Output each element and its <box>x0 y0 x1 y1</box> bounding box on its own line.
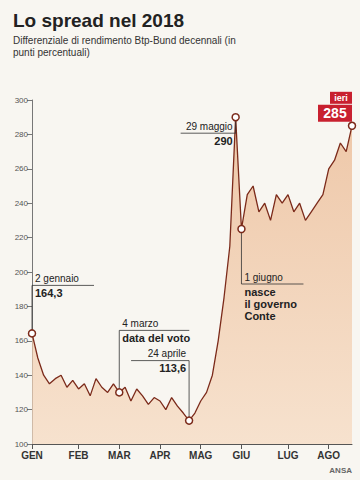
svg-text:4 marzo: 4 marzo <box>122 318 159 329</box>
svg-text:Differenziale di rendimento Bt: Differenziale di rendimento Btp-Bund dec… <box>13 35 239 46</box>
svg-text:2 gennaio: 2 gennaio <box>35 273 79 284</box>
svg-text:LUG: LUG <box>277 450 298 461</box>
svg-text:100: 100 <box>15 440 29 449</box>
svg-text:il governo: il governo <box>244 298 297 310</box>
svg-text:APR: APR <box>149 450 171 461</box>
svg-text:1 giugno: 1 giugno <box>244 272 283 283</box>
svg-text:113,6: 113,6 <box>159 362 186 374</box>
svg-text:160: 160 <box>15 336 29 345</box>
svg-text:300: 300 <box>15 96 29 105</box>
svg-text:MAR: MAR <box>108 450 132 461</box>
svg-text:ANSA: ANSA <box>329 466 352 475</box>
svg-text:Lo spread nel 2018: Lo spread nel 2018 <box>13 10 184 31</box>
svg-text:180: 180 <box>15 302 29 311</box>
svg-text:164,3: 164,3 <box>35 287 63 299</box>
svg-text:Conte: Conte <box>244 310 275 322</box>
svg-text:140: 140 <box>15 371 29 380</box>
svg-text:285: 285 <box>323 105 347 121</box>
svg-text:260: 260 <box>15 164 29 173</box>
svg-text:punti percentuali): punti percentuali) <box>13 47 90 58</box>
svg-text:GEN: GEN <box>21 450 43 461</box>
svg-text:GIU: GIU <box>233 450 251 461</box>
svg-text:24 aprile: 24 aprile <box>148 348 187 359</box>
svg-text:data del voto: data del voto <box>122 332 190 344</box>
svg-text:nasce: nasce <box>244 286 275 298</box>
svg-text:29 maggio: 29 maggio <box>186 121 233 132</box>
svg-text:240: 240 <box>15 199 29 208</box>
svg-text:220: 220 <box>15 233 29 242</box>
svg-text:MAG: MAG <box>189 450 213 461</box>
svg-text:AGO: AGO <box>317 450 340 461</box>
svg-text:290: 290 <box>214 135 232 147</box>
svg-text:200: 200 <box>15 268 29 277</box>
svg-text:ieri: ieri <box>334 93 348 103</box>
svg-text:280: 280 <box>15 130 29 139</box>
svg-text:FEB: FEB <box>69 450 89 461</box>
svg-text:120: 120 <box>15 405 29 414</box>
